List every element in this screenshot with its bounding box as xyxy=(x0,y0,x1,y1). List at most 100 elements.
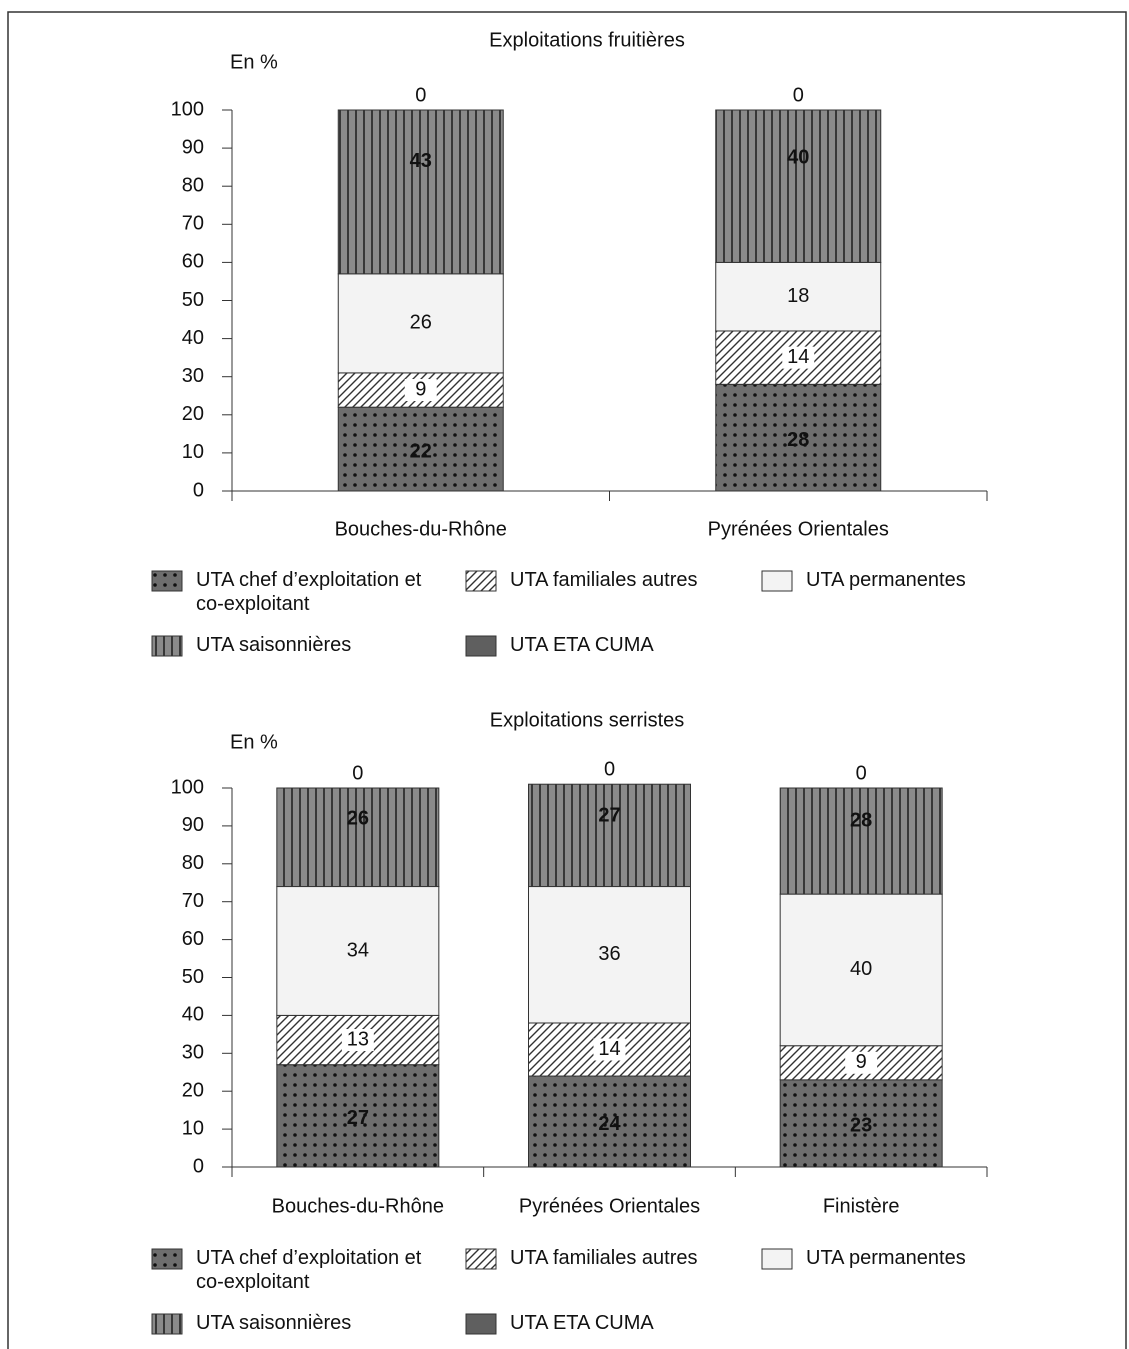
data-label: 0 xyxy=(856,762,867,784)
bar-segment xyxy=(276,787,440,888)
y-tick-label: 0 xyxy=(193,479,204,501)
legend-item: UTA saisonnières xyxy=(196,634,352,656)
data-label: 40 xyxy=(850,958,872,980)
frame xyxy=(7,11,1127,1349)
chart-title: Exploitations fruitières xyxy=(489,29,685,51)
legend-label: UTA chef d’exploitation et co-exploitant xyxy=(196,569,422,615)
legend-label: UTA ETA CUMA xyxy=(510,634,654,656)
bar-segment xyxy=(779,787,943,895)
data-label: 0 xyxy=(793,84,804,106)
data-label: 26 xyxy=(347,807,369,829)
legend-label: UTA saisonnières xyxy=(196,634,352,656)
x-tick-label: Bouches-du-Rhône xyxy=(272,1195,444,1217)
data-label: 9 xyxy=(856,1051,867,1073)
data-label: 18 xyxy=(787,285,809,307)
legend-label: UTA familiales autres xyxy=(510,1247,698,1269)
y-tick-label: 60 xyxy=(182,251,204,273)
legend-swatch xyxy=(151,1248,183,1270)
legend-label: UTA chef d’exploitation et co-exploitant xyxy=(196,1247,422,1293)
legend-label: UTA saisonnières xyxy=(196,1312,352,1334)
y-tick-label: 50 xyxy=(182,966,204,988)
bar-segment xyxy=(528,886,691,1024)
legend-swatch xyxy=(761,570,793,592)
bar-segment xyxy=(528,1075,691,1168)
legend-item: UTA chef d’exploitation et co-exploitant xyxy=(196,569,422,615)
legend-swatch xyxy=(761,1248,793,1270)
legend-swatch xyxy=(465,1248,497,1270)
data-label: 13 xyxy=(347,1028,369,1050)
data-label: 23 xyxy=(850,1115,872,1137)
data-label: 28 xyxy=(850,810,872,832)
legend-item: UTA saisonnières xyxy=(196,1312,352,1334)
y-tick-label: 20 xyxy=(182,403,204,425)
data-label: 27 xyxy=(598,805,620,827)
y-tick-label: 100 xyxy=(171,98,204,120)
legend-swatch xyxy=(151,635,183,657)
legend-item: UTA permanentes xyxy=(806,1247,966,1269)
data-label: 0 xyxy=(604,758,615,780)
x-tick-label: Finistère xyxy=(823,1195,900,1217)
data-label: 34 xyxy=(347,939,369,961)
data-label: 24 xyxy=(598,1113,621,1135)
label-box xyxy=(845,1051,878,1074)
legend-item: UTA chef d’exploitation et co-exploitant xyxy=(196,1247,422,1293)
y-tick-label: 100 xyxy=(171,776,204,798)
legend-label: UTA permanentes xyxy=(806,569,966,591)
y-tick-label: 0 xyxy=(193,1155,204,1177)
data-label: 40 xyxy=(787,146,809,168)
legend-swatch xyxy=(151,570,183,592)
y-tick-label: 40 xyxy=(182,327,204,349)
legend-label: UTA ETA CUMA xyxy=(510,1312,654,1334)
y-tick-label: 30 xyxy=(182,1042,204,1064)
label-box xyxy=(341,1029,374,1052)
legend-label: UTA familiales autres xyxy=(510,569,698,591)
bar-segment xyxy=(715,383,882,492)
y-tick-label: 70 xyxy=(182,890,204,912)
legend-swatch xyxy=(151,1313,183,1335)
x-tick-label: Pyrénées Orientales xyxy=(708,518,889,540)
bar-segment xyxy=(337,109,504,275)
bar-segment xyxy=(715,261,882,332)
y-tick-label: 90 xyxy=(182,136,204,158)
y-tick-label: 10 xyxy=(182,441,204,463)
y-axis-title: En % xyxy=(230,731,278,753)
data-label: 0 xyxy=(415,84,426,106)
legend-swatch xyxy=(465,1313,497,1335)
label-box xyxy=(593,1038,626,1061)
data-label: 28 xyxy=(787,429,809,451)
label-box xyxy=(782,346,815,369)
data-label: 14 xyxy=(787,346,809,368)
data-label: 26 xyxy=(410,312,432,334)
legend-label: UTA permanentes xyxy=(806,1247,966,1269)
x-tick-label: Pyrénées Orientales xyxy=(519,1195,700,1217)
bar-segment xyxy=(779,1079,943,1168)
y-tick-label: 30 xyxy=(182,365,204,387)
legend-item: UTA ETA CUMA xyxy=(510,634,654,656)
y-tick-label: 60 xyxy=(182,928,204,950)
y-axis-title: En % xyxy=(230,51,278,73)
bar-segment xyxy=(276,886,440,1016)
y-tick-label: 50 xyxy=(182,289,204,311)
data-label: 43 xyxy=(410,150,432,172)
bar-segment xyxy=(337,406,504,492)
legend-swatch xyxy=(465,635,497,657)
data-label: 22 xyxy=(410,440,432,462)
legend-item: UTA familiales autres xyxy=(510,1247,698,1269)
bar-segment xyxy=(528,783,691,888)
bar-segment xyxy=(715,109,882,263)
legend-swatch xyxy=(465,570,497,592)
y-tick-label: 40 xyxy=(182,1004,204,1026)
data-label: 36 xyxy=(598,943,620,965)
data-label: 9 xyxy=(415,378,426,400)
data-label: 14 xyxy=(598,1038,620,1060)
x-tick-label: Bouches-du-Rhône xyxy=(335,518,507,540)
y-tick-label: 80 xyxy=(182,174,204,196)
legend-item: UTA familiales autres xyxy=(510,569,698,591)
chart-title: Exploitations serristes xyxy=(490,709,685,731)
bar-segment xyxy=(276,1064,440,1168)
y-tick-label: 90 xyxy=(182,814,204,836)
y-tick-label: 70 xyxy=(182,213,204,235)
y-tick-label: 20 xyxy=(182,1079,204,1101)
label-box xyxy=(404,379,437,402)
legend-item: UTA permanentes xyxy=(806,569,966,591)
